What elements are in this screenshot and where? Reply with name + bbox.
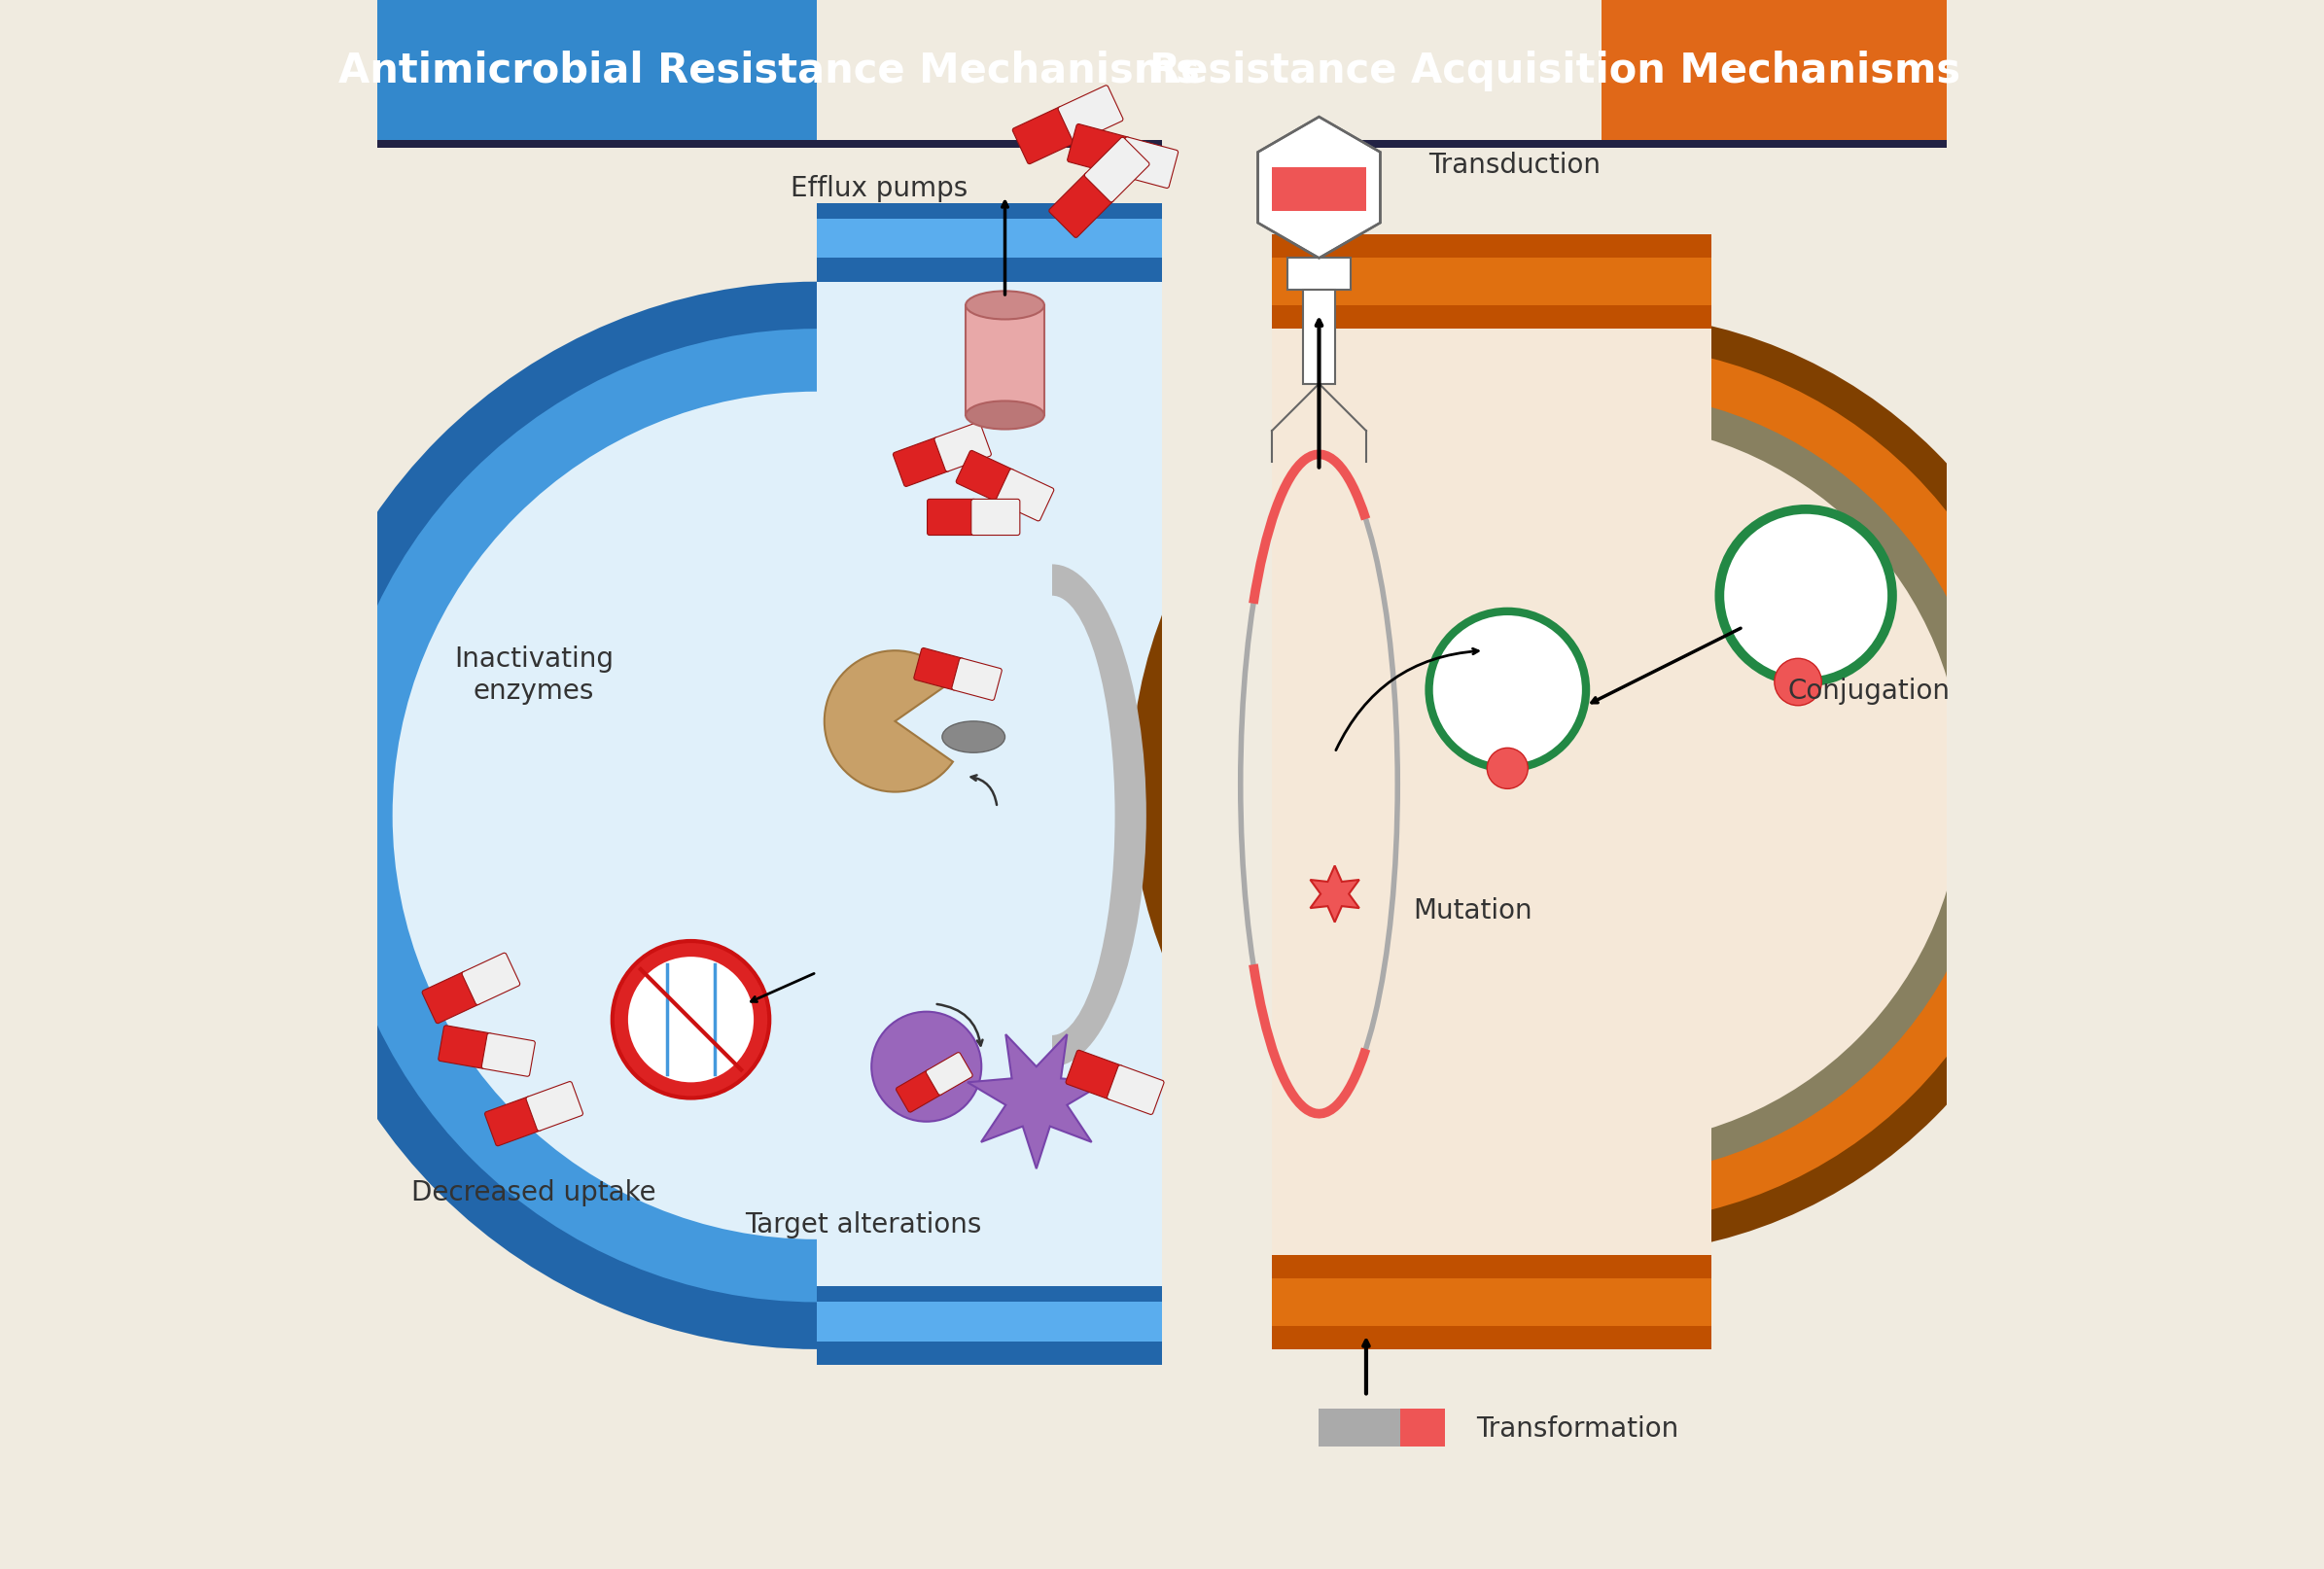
Bar <box>816 1302 1162 1341</box>
Text: Efflux pumps: Efflux pumps <box>790 174 967 202</box>
FancyBboxPatch shape <box>953 659 1002 701</box>
Bar <box>1320 1409 1446 1447</box>
Bar <box>1162 0 1948 141</box>
Polygon shape <box>1257 118 1380 259</box>
Ellipse shape <box>1241 424 1964 1145</box>
Bar <box>376 0 1162 141</box>
Bar <box>816 282 1162 1287</box>
Ellipse shape <box>957 565 1146 1067</box>
FancyBboxPatch shape <box>934 422 992 472</box>
FancyBboxPatch shape <box>462 954 521 1006</box>
Bar <box>816 220 1162 259</box>
Ellipse shape <box>284 282 1350 1349</box>
Bar <box>1271 329 1713 1255</box>
Text: Conjugation: Conjugation <box>1787 676 1950 704</box>
FancyBboxPatch shape <box>913 648 964 690</box>
Bar <box>1271 1255 1713 1349</box>
Bar <box>816 204 1162 282</box>
FancyBboxPatch shape <box>955 452 1013 504</box>
Ellipse shape <box>941 722 1004 753</box>
Text: Decreased uptake: Decreased uptake <box>411 1178 655 1207</box>
Text: Transduction: Transduction <box>1429 151 1601 179</box>
Bar <box>376 141 1948 149</box>
FancyBboxPatch shape <box>892 438 951 488</box>
Text: Resistance Acquisition Mechanisms: Resistance Acquisition Mechanisms <box>1148 50 1959 91</box>
Bar <box>816 1287 1162 1365</box>
Bar <box>816 204 1162 282</box>
Bar <box>865 565 1053 1067</box>
Bar <box>1271 235 1713 329</box>
Text: Mutation: Mutation <box>1413 896 1532 924</box>
FancyBboxPatch shape <box>925 1053 971 1095</box>
FancyBboxPatch shape <box>439 1026 493 1068</box>
FancyBboxPatch shape <box>1106 1065 1164 1116</box>
Bar <box>1271 235 1713 329</box>
Text: Inactivating
enzymes: Inactivating enzymes <box>453 645 614 704</box>
Text: Target alterations: Target alterations <box>746 1210 983 1238</box>
Circle shape <box>611 941 769 1098</box>
Ellipse shape <box>990 596 1116 1036</box>
Ellipse shape <box>330 329 1304 1302</box>
FancyBboxPatch shape <box>525 1081 583 1131</box>
FancyBboxPatch shape <box>1057 86 1122 144</box>
Ellipse shape <box>1208 392 1994 1177</box>
Ellipse shape <box>1129 314 2073 1255</box>
Bar <box>1287 259 1350 290</box>
Bar <box>1271 329 1713 1255</box>
FancyBboxPatch shape <box>1067 126 1129 176</box>
FancyBboxPatch shape <box>1085 138 1150 202</box>
FancyBboxPatch shape <box>1067 1050 1122 1100</box>
Bar <box>816 1287 1162 1365</box>
Bar <box>816 0 1601 1569</box>
Bar <box>1271 259 1713 306</box>
FancyBboxPatch shape <box>971 501 1020 537</box>
Bar <box>1271 1279 1713 1326</box>
Circle shape <box>1487 748 1527 789</box>
Circle shape <box>1776 659 1822 706</box>
Bar <box>1304 290 1334 384</box>
Bar <box>1401 1409 1446 1447</box>
Bar <box>816 220 1162 259</box>
FancyBboxPatch shape <box>927 501 976 537</box>
Polygon shape <box>1311 866 1360 923</box>
FancyBboxPatch shape <box>486 1097 541 1147</box>
FancyBboxPatch shape <box>1116 138 1178 188</box>
Circle shape <box>1429 612 1585 769</box>
Text: Transformation: Transformation <box>1476 1414 1678 1442</box>
Wedge shape <box>825 651 953 792</box>
Bar <box>1271 259 1713 306</box>
Circle shape <box>1720 510 1892 683</box>
Bar <box>1271 168 1367 212</box>
FancyBboxPatch shape <box>1013 107 1078 165</box>
Ellipse shape <box>1162 345 2040 1224</box>
Ellipse shape <box>967 292 1043 320</box>
Polygon shape <box>967 1034 1106 1169</box>
Ellipse shape <box>393 392 1241 1240</box>
FancyBboxPatch shape <box>423 971 481 1023</box>
Bar <box>1162 141 1948 1569</box>
Text: Antimicrobial Resistance Mechanisms: Antimicrobial Resistance Mechanisms <box>339 50 1199 91</box>
Ellipse shape <box>967 402 1043 430</box>
FancyBboxPatch shape <box>481 1034 535 1076</box>
FancyBboxPatch shape <box>1048 174 1113 238</box>
Circle shape <box>627 957 753 1083</box>
Bar <box>816 1302 1162 1341</box>
Bar <box>816 282 1162 1287</box>
Bar <box>1162 141 1287 1569</box>
Bar <box>1271 1279 1713 1326</box>
Bar <box>1271 1255 1713 1349</box>
Bar <box>967 306 1043 416</box>
Circle shape <box>872 1012 981 1122</box>
FancyBboxPatch shape <box>997 469 1053 521</box>
FancyBboxPatch shape <box>897 1070 944 1112</box>
